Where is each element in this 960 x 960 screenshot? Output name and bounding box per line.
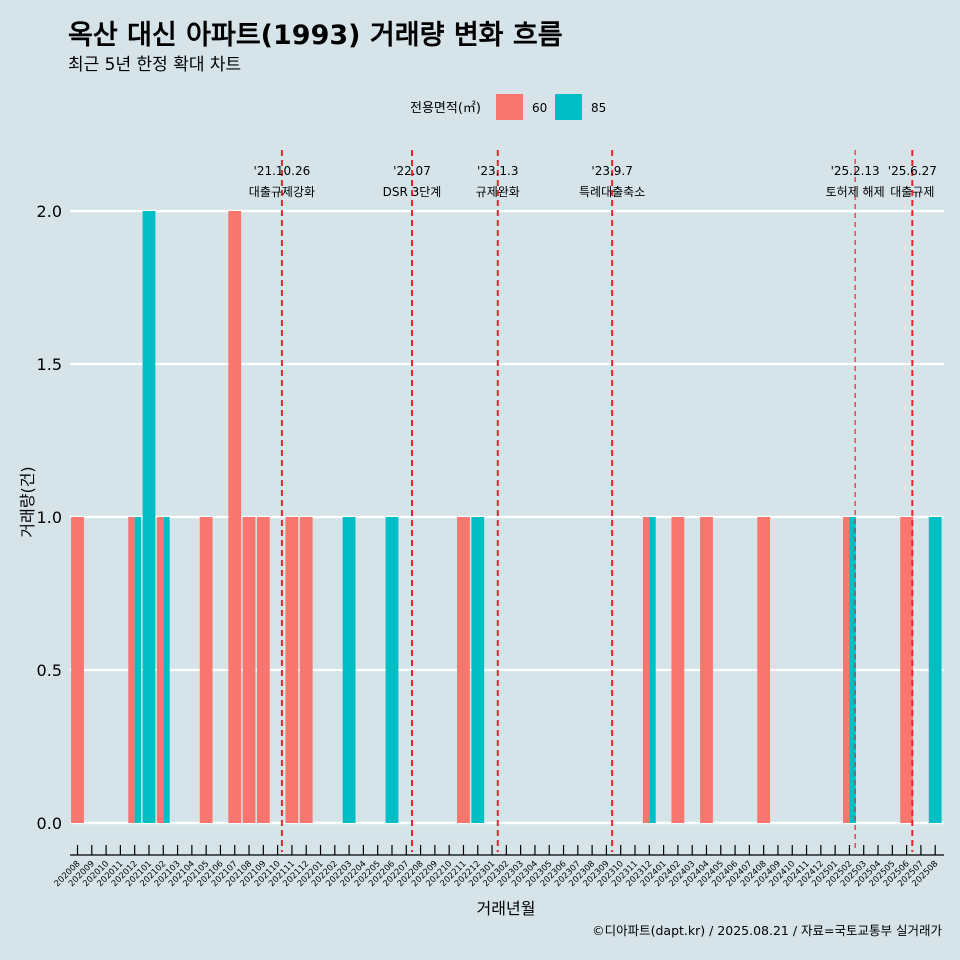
annotation-label: 토허제 해제 — [826, 185, 885, 199]
y-tick-label: 1.0 — [37, 508, 62, 527]
bar-60 — [757, 517, 771, 823]
bar-60 — [199, 517, 213, 823]
bar-60 — [128, 517, 135, 823]
bar-60 — [900, 517, 914, 823]
y-tick-labels: 0.0 0.5 1.0 1.5 2.0 — [37, 202, 62, 833]
bar-85 — [134, 517, 142, 823]
bar-60 — [285, 517, 299, 823]
annotation-label: 대출규제 — [890, 185, 934, 199]
bars — [71, 211, 942, 823]
bar-60 — [156, 517, 164, 823]
annotation-label: 특례대출축소 — [579, 185, 645, 199]
chart-title: 옥산 대신 아파트(1993) 거래량 변화 흐름 — [68, 20, 563, 51]
annotation-label: DSR 3단계 — [383, 185, 442, 199]
chart-subtitle: 최근 5년 한정 확대 차트 — [68, 55, 241, 75]
annotation-date: '23.9.7 — [591, 164, 632, 178]
gridlines — [70, 209, 944, 825]
legend-label-60: 60 — [532, 101, 547, 115]
bar-85 — [385, 517, 399, 823]
annotation-label: 대출규제강화 — [249, 185, 315, 199]
caption: ©디아파트(dapt.kr) / 2025.08.21 / 자료=국토교통부 실… — [592, 923, 942, 938]
bar-60 — [843, 517, 850, 823]
bar-85 — [849, 517, 856, 823]
y-axis-title: 거래량(건) — [18, 466, 37, 537]
x-axis-title: 거래년월 — [477, 899, 536, 918]
bar-60 — [671, 517, 685, 823]
bar-60 — [71, 517, 84, 823]
annotation-date: '22.07 — [393, 164, 431, 178]
bar-85 — [142, 211, 156, 823]
bar-60 — [242, 517, 256, 823]
annotations: '21.10.26 대출규제강화 '22.07 DSR 3단계 '23.1.3 규제완화 '… — [249, 150, 937, 852]
bar-60 — [228, 211, 242, 823]
bar-60 — [700, 517, 713, 823]
y-tick-label: 0.0 — [37, 814, 62, 833]
legend-title: 전용면적(㎡) — [410, 101, 481, 116]
bar-60 — [299, 517, 313, 823]
bar-85 — [163, 517, 170, 823]
annotation-date: '25.6.27 — [888, 164, 937, 178]
legend: 전용면적(㎡) 60 85 — [410, 94, 606, 120]
bar-85 — [342, 517, 356, 823]
bar-85 — [471, 517, 485, 823]
annotation-date: '21.10.26 — [254, 164, 311, 178]
y-tick-label: 1.5 — [37, 355, 62, 374]
y-tick-label: 0.5 — [37, 661, 62, 680]
annotation-date: '23.1.3 — [477, 164, 518, 178]
legend-swatch-85 — [555, 94, 582, 120]
y-tick-label: 2.0 — [37, 202, 62, 221]
bar-60 — [642, 517, 650, 823]
bar-85 — [928, 517, 942, 823]
bar-60 — [457, 517, 470, 823]
legend-label-85: 85 — [591, 101, 606, 115]
bar-85 — [649, 517, 656, 823]
annotation-date: '25.2.13 — [831, 164, 880, 178]
annotation-label: 규제완화 — [476, 185, 520, 199]
bar-60 — [256, 517, 270, 823]
legend-swatch-60 — [496, 94, 523, 120]
